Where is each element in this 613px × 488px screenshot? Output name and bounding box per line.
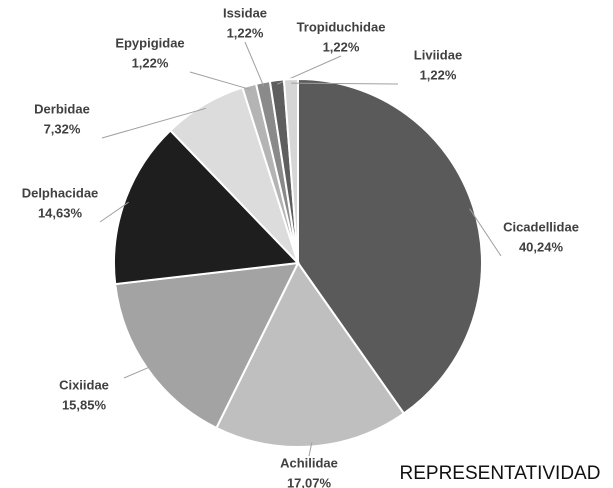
leader-line [308, 442, 313, 457]
slice-label: Delphacidae [22, 185, 99, 200]
slice-value-label: 7,32% [44, 121, 81, 136]
slice-value-label: 1,22% [420, 67, 457, 82]
slice-value-label: 1,22% [227, 25, 264, 40]
slice-label: Epypigidae [115, 35, 184, 50]
chart-title: REPRESENTATIVIDAD [400, 463, 601, 484]
slice-label: Cicadellidae [503, 219, 579, 234]
pie-slice [282, 77, 299, 264]
pie-slice [114, 261, 300, 430]
leader-line [101, 107, 207, 139]
pie-slice [297, 77, 483, 415]
pie-slice [215, 261, 406, 448]
slice-label: Tropiduchidae [297, 19, 386, 34]
leader-line [291, 82, 399, 85]
slice-value-label: 14,63% [38, 205, 83, 220]
slice-label: Derbidae [34, 101, 90, 116]
slice-value-label: 1,22% [323, 39, 360, 54]
leader-line [123, 366, 151, 379]
slice-value-label: 40,24% [519, 239, 564, 254]
slice-value-label: 17,07% [287, 475, 332, 488]
slice-value-label: 15,85% [62, 397, 107, 412]
leader-line [469, 208, 502, 257]
leader-line [99, 201, 129, 223]
slice-label: Liviidae [414, 47, 462, 62]
slice-label: Cixiidae [59, 377, 109, 392]
pie-slice [113, 129, 301, 286]
leader-line [189, 71, 251, 90]
leader-line [244, 41, 265, 87]
slice-label: Issidae [223, 5, 267, 20]
slice-label: Achilidae [280, 455, 338, 470]
slice-value-label: 1,22% [132, 55, 169, 70]
